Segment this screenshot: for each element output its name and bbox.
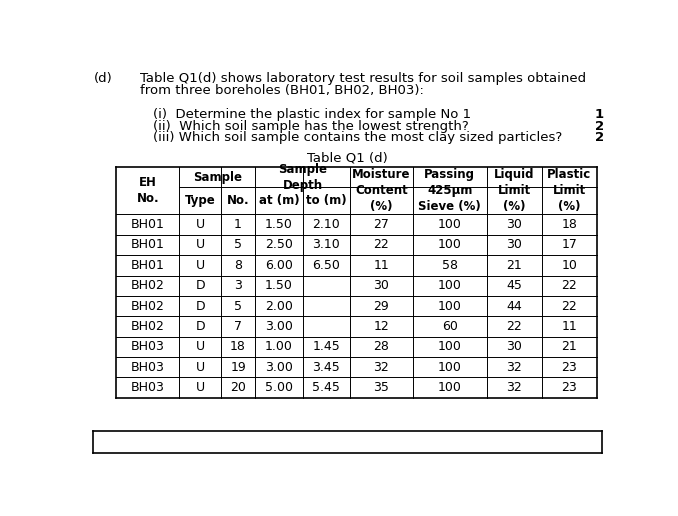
Text: 30: 30 — [374, 279, 389, 292]
Text: 45: 45 — [506, 279, 522, 292]
Text: BH02: BH02 — [131, 300, 165, 313]
Text: No.: No. — [226, 194, 250, 207]
Text: 1.45: 1.45 — [313, 340, 340, 353]
Text: 100: 100 — [438, 300, 462, 313]
Text: 17: 17 — [561, 238, 578, 251]
Text: 32: 32 — [506, 361, 522, 374]
Text: 8: 8 — [234, 259, 242, 272]
Text: 100: 100 — [438, 340, 462, 353]
Text: 27: 27 — [374, 218, 389, 231]
Text: 58: 58 — [442, 259, 458, 272]
Text: 7: 7 — [234, 320, 242, 333]
Text: 100: 100 — [438, 279, 462, 292]
Text: 11: 11 — [374, 259, 389, 272]
Text: 32: 32 — [506, 381, 522, 394]
Text: 30: 30 — [506, 218, 522, 231]
Text: 19: 19 — [231, 361, 246, 374]
Text: Sample: Sample — [193, 171, 242, 184]
Text: 5.45: 5.45 — [312, 381, 340, 394]
Text: (d): (d) — [94, 72, 113, 85]
Text: BH02: BH02 — [131, 279, 165, 292]
Text: BH03: BH03 — [131, 381, 165, 394]
Text: D: D — [195, 279, 205, 292]
Text: Table Q1(d) shows laboratory test results for soil samples obtained: Table Q1(d) shows laboratory test result… — [140, 72, 586, 85]
Text: 2: 2 — [595, 132, 604, 144]
Text: 2.00: 2.00 — [265, 300, 293, 313]
Text: BH01: BH01 — [131, 259, 165, 272]
Text: 5: 5 — [234, 300, 242, 313]
Text: 100: 100 — [438, 361, 462, 374]
Text: D: D — [195, 320, 205, 333]
Text: Passing
425μm
Sieve (%): Passing 425μm Sieve (%) — [418, 168, 481, 213]
Text: 3.00: 3.00 — [265, 320, 293, 333]
Text: 20: 20 — [230, 381, 246, 394]
Text: 23: 23 — [561, 381, 578, 394]
Text: Liquid
Limit
(%): Liquid Limit (%) — [494, 168, 534, 213]
Text: 2.10: 2.10 — [313, 218, 340, 231]
Text: 22: 22 — [561, 300, 578, 313]
Text: 35: 35 — [374, 381, 389, 394]
Text: 18: 18 — [561, 218, 578, 231]
Text: U: U — [195, 259, 205, 272]
Text: D: D — [195, 300, 205, 313]
Text: 30: 30 — [506, 340, 522, 353]
Text: 6.00: 6.00 — [265, 259, 293, 272]
Text: 5.00: 5.00 — [265, 381, 293, 394]
Text: 44: 44 — [506, 300, 522, 313]
Text: 32: 32 — [374, 361, 389, 374]
Text: Sample
Depth: Sample Depth — [278, 163, 327, 191]
Text: 21: 21 — [506, 259, 522, 272]
Text: Type: Type — [184, 194, 216, 207]
Text: 3.00: 3.00 — [265, 361, 293, 374]
Text: 11: 11 — [561, 320, 578, 333]
Text: 1.50: 1.50 — [265, 218, 293, 231]
Text: 1: 1 — [234, 218, 242, 231]
Text: 100: 100 — [438, 238, 462, 251]
Text: 28: 28 — [374, 340, 389, 353]
Text: (iii) Which soil sample contains the most clay sized particles?: (iii) Which soil sample contains the mos… — [153, 132, 562, 144]
Text: 22: 22 — [561, 279, 578, 292]
Text: Plastic
Limit
(%): Plastic Limit (%) — [547, 168, 592, 213]
Text: Table Q1 (d): Table Q1 (d) — [307, 151, 388, 164]
Text: BH01: BH01 — [131, 218, 165, 231]
Text: U: U — [195, 238, 205, 251]
Text: 29: 29 — [374, 300, 389, 313]
Text: BH03: BH03 — [131, 340, 165, 353]
Text: (ii)  Which soil sample has the lowest strength?: (ii) Which soil sample has the lowest st… — [153, 120, 468, 133]
Text: 12: 12 — [374, 320, 389, 333]
Text: U: U — [195, 340, 205, 353]
Text: at (m): at (m) — [259, 194, 300, 207]
Text: U: U — [195, 381, 205, 394]
Text: BH01: BH01 — [131, 238, 165, 251]
Text: 2.50: 2.50 — [265, 238, 293, 251]
Text: 21: 21 — [561, 340, 578, 353]
Text: 10: 10 — [561, 259, 578, 272]
Text: to (m): to (m) — [306, 194, 346, 207]
Text: 1.00: 1.00 — [265, 340, 293, 353]
Text: (i)  Determine the plastic index for sample No 1: (i) Determine the plastic index for samp… — [153, 108, 471, 121]
Text: Moisture
Content
(%): Moisture Content (%) — [352, 168, 411, 213]
Text: 18: 18 — [230, 340, 246, 353]
Text: EH
No.: EH No. — [136, 176, 159, 205]
Text: 100: 100 — [438, 218, 462, 231]
Text: 22: 22 — [506, 320, 522, 333]
Text: 3: 3 — [234, 279, 242, 292]
Text: 100: 100 — [438, 381, 462, 394]
Text: 2: 2 — [595, 120, 604, 133]
Text: 23: 23 — [561, 361, 578, 374]
Text: 3.45: 3.45 — [313, 361, 340, 374]
Text: BH02: BH02 — [131, 320, 165, 333]
Text: 1.50: 1.50 — [265, 279, 293, 292]
Text: U: U — [195, 218, 205, 231]
Text: 22: 22 — [374, 238, 389, 251]
Text: 30: 30 — [506, 238, 522, 251]
Text: from three boreholes (BH01, BH02, BH03):: from three boreholes (BH01, BH02, BH03): — [140, 84, 424, 97]
Text: 3.10: 3.10 — [313, 238, 340, 251]
Text: U: U — [195, 361, 205, 374]
Text: 6.50: 6.50 — [312, 259, 340, 272]
Text: BH03: BH03 — [131, 361, 165, 374]
Text: 5: 5 — [234, 238, 242, 251]
Text: 1: 1 — [595, 108, 604, 121]
Text: 60: 60 — [442, 320, 458, 333]
